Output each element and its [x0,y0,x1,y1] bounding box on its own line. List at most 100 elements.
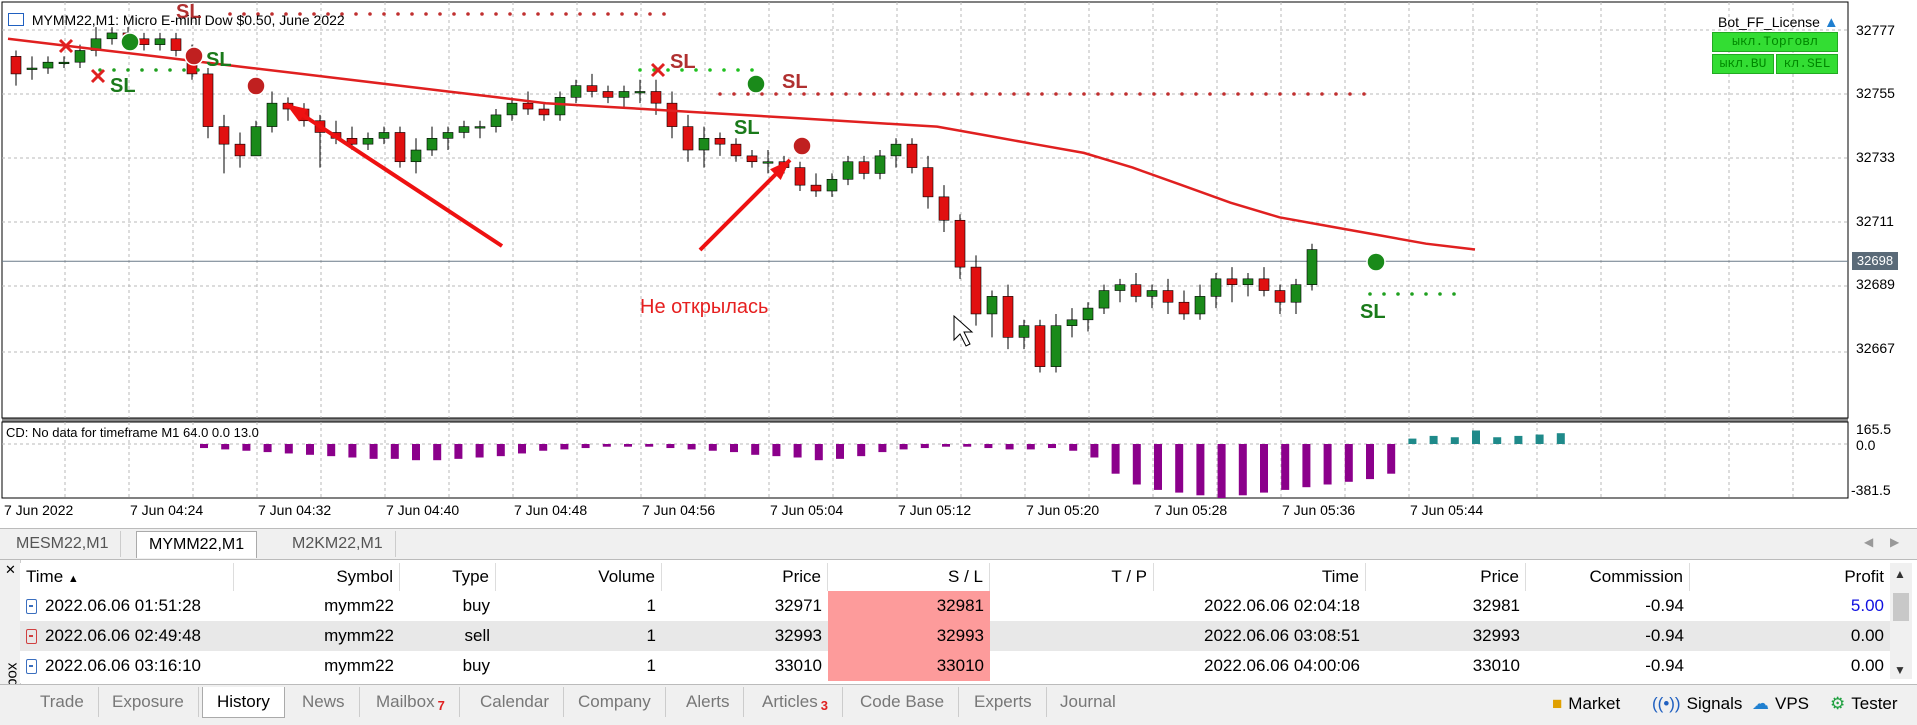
time-axis-label: 7 Jun 04:56 [642,502,716,518]
sl-level-dot [112,68,116,72]
histogram-bar [1535,434,1544,444]
chart-window[interactable]: SL SL SL SL SL SL SL MYMM22,M1: Micro E-mini D… [0,0,1917,528]
price-axis-label: 32733 [1856,149,1895,165]
bot-trade-toggle-button[interactable]: ыкл.Торговл [1712,32,1838,52]
sl-level-dot [1250,92,1254,96]
column-header-type[interactable]: Type [400,563,496,591]
tab-articles[interactable]: Articles 3 [748,687,843,717]
sl-level-dot [984,92,988,96]
candle-body [506,102,518,116]
sl-level-dot [1054,92,1058,96]
sl-level-dot [1348,92,1352,96]
column-header-volume[interactable]: Volume [496,563,662,591]
column-header-close-price[interactable]: Price [1366,563,1526,591]
tab-calendar[interactable]: Calendar [466,687,564,717]
histogram-bar [221,444,230,450]
tab-trade[interactable]: Trade [26,687,99,717]
tab-mailbox[interactable]: Mailbox 7 [362,687,460,717]
candle-body [970,266,982,315]
table-row[interactable]: 2022.06.06 03:16:10 mymm22 buy 1 33010 3… [20,651,1890,681]
tab-code-base[interactable]: Code Base [846,687,960,717]
histogram-bar [836,444,844,459]
deal-buy-icon [26,659,37,675]
bot-buy-button[interactable]: ыкл.BU [1712,54,1774,74]
tab-history[interactable]: History [202,687,285,718]
tab-experts[interactable]: Experts [960,687,1047,717]
column-header-time[interactable]: Time ▲ [20,563,234,591]
tester-button[interactable]: ⚙ Tester [1830,691,1898,717]
cell-close-price: 32981 [1472,596,1520,615]
candle-body [538,108,550,116]
sl-level-dot [536,12,540,16]
tab-scroll-left-icon[interactable]: ◀ [1864,535,1874,549]
bot-sell-button[interactable]: кл.SEL [1776,54,1838,74]
tab-news[interactable]: News [288,687,360,717]
tab-company[interactable]: Company [564,687,666,717]
tab-alerts[interactable]: Alerts [672,687,745,717]
sl-level-dot [732,92,736,96]
sl-level-dot [662,12,666,16]
chart-canvas[interactable]: SL SL SL SL SL SL SL [0,0,1917,528]
column-header-profit[interactable]: Profit [1844,567,1884,586]
sl-level-dot [1222,92,1226,96]
annotation-arrowhead [286,104,308,122]
cell-type: buy [462,596,490,615]
sl-level-dot [1152,92,1156,96]
sl-level-dot [1236,92,1240,96]
main-pane-frame [1,1,1849,419]
history-table: Time ▲ Symbol Type Volume Price S / L T … [20,563,1890,683]
histogram-bar [1450,437,1459,444]
candle-body [890,143,902,157]
sl-level-dot [578,12,582,16]
tab-m2km22[interactable]: M2KM22,M1 [280,531,396,557]
candle-body [442,132,454,139]
cell-symbol: mymm22 [324,656,394,675]
table-row[interactable]: 2022.06.06 02:49:48 mymm22 sell 1 32993 … [20,621,1890,651]
sl-level-dot [256,12,260,16]
sl-level-dot [1396,292,1400,296]
sl-level-dot [452,12,456,16]
price-axis-label: 32711 [1856,213,1894,229]
tab-exposure[interactable]: Exposure [98,687,199,717]
histogram-bar [1429,435,1438,444]
signals-button[interactable]: ((•)) Signals [1652,691,1742,717]
table-scrollbar[interactable]: ▲ ▼ [1890,563,1912,679]
license-label: Bot_FF_License ▲ [1718,14,1839,31]
histogram-bar [1387,444,1396,474]
time-axis-label: 7 Jun 04:40 [386,502,460,518]
market-button[interactable]: ■ Market [1552,691,1620,717]
sl-level-dot [1334,92,1338,96]
chart-menu-icon[interactable] [8,13,24,26]
vps-button[interactable]: ☁ VPS [1752,691,1809,717]
histogram-bar [1238,444,1247,496]
scroll-up-icon[interactable]: ▲ [1894,567,1906,581]
scroll-thumb[interactable] [1893,593,1909,621]
candle-body [378,132,390,139]
histogram-bar [242,444,251,451]
tab-mesm22[interactable]: MESM22,M1 [4,531,122,557]
close-icon[interactable]: ✕ [5,562,16,577]
scroll-down-icon[interactable]: ▼ [1894,663,1906,677]
sl-level-dot [648,12,652,16]
column-header-close-time[interactable]: Time [1154,563,1366,591]
column-header-commission[interactable]: Commission [1526,563,1690,591]
cell-profit: 0.00 [1850,626,1884,645]
candle-body [666,102,678,127]
candle-body [410,149,422,163]
tab-journal[interactable]: Journal [1060,692,1116,711]
candle-body [1034,325,1046,367]
tab-scroll-right-icon[interactable]: ▶ [1890,535,1900,549]
sl-level-dot [1306,92,1310,96]
sub-axis-label: 165.5 [1856,421,1892,437]
tab-mymm22[interactable]: MYMM22,M1 [136,531,258,558]
column-header-symbol[interactable]: Symbol [234,563,400,591]
candle-body [938,196,950,221]
column-header-sl[interactable]: S / L [828,563,990,591]
candle-body [1082,307,1094,321]
candle-body [202,73,214,127]
table-row[interactable]: 2022.06.06 01:51:28 mymm22 buy 1 32971 3… [20,591,1890,621]
column-header-price[interactable]: Price [662,563,828,591]
candle-body [586,85,598,92]
column-header-tp[interactable]: T / P [990,563,1154,591]
sl-level-dot [1082,92,1086,96]
